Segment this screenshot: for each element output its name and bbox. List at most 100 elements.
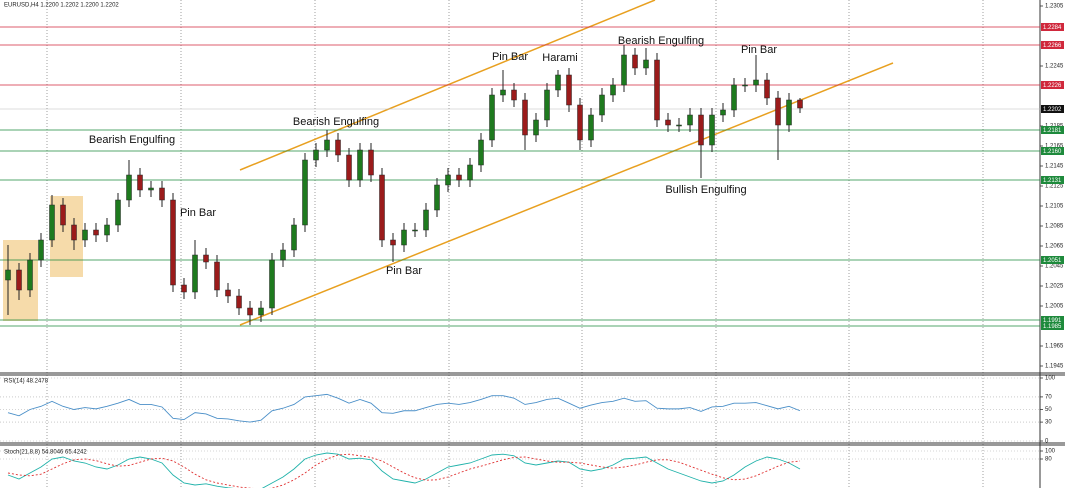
candle-body bbox=[126, 174, 132, 201]
pattern-label: Harami bbox=[542, 52, 577, 64]
candle-body bbox=[324, 139, 330, 151]
candle-body bbox=[258, 307, 264, 316]
level-label: 1.2266 bbox=[1043, 43, 1062, 49]
candle-body bbox=[38, 239, 44, 261]
candle-body bbox=[291, 224, 297, 251]
candle-body bbox=[280, 249, 286, 261]
y-tick-label: 1.2005 bbox=[1045, 304, 1064, 310]
candle-body bbox=[203, 254, 209, 263]
candle-body bbox=[49, 204, 55, 241]
candle-body bbox=[104, 224, 110, 236]
candle-body bbox=[27, 259, 33, 291]
candle-body bbox=[621, 54, 627, 86]
y-tick-label: 0 bbox=[1045, 439, 1049, 445]
candle-body bbox=[676, 124, 682, 127]
indicator-line bbox=[7, 453, 801, 488]
highlight-zone bbox=[50, 196, 83, 277]
candle-body bbox=[533, 119, 539, 136]
candle-body bbox=[709, 114, 715, 146]
y-tick-label: 1.2165 bbox=[1045, 144, 1064, 150]
candle-body bbox=[500, 89, 506, 96]
y-tick-label: 100 bbox=[1045, 449, 1056, 455]
candle-body bbox=[632, 54, 638, 69]
level-label: 1.2226 bbox=[1043, 83, 1062, 89]
candle-body bbox=[346, 154, 352, 181]
level-label-box bbox=[1041, 316, 1064, 324]
pattern-label: Pin Bar bbox=[180, 207, 216, 219]
candle-body bbox=[643, 59, 649, 69]
y-tick-label: 1.2085 bbox=[1045, 224, 1064, 230]
candle-body bbox=[555, 74, 561, 91]
candle-body bbox=[654, 59, 660, 121]
panel-title: EURUSD,H4 1.2200 1.2202 1.2200 1.2202 bbox=[4, 3, 119, 9]
candle-body bbox=[181, 284, 187, 293]
candle-body bbox=[720, 109, 726, 116]
candle-body bbox=[786, 99, 792, 126]
level-label: 1.1985 bbox=[1043, 324, 1062, 330]
y-tick-label: 1.2125 bbox=[1045, 184, 1064, 190]
level-label: 1.2160 bbox=[1043, 149, 1062, 155]
candle-body bbox=[313, 149, 319, 161]
candle-body bbox=[577, 104, 583, 141]
candle-body bbox=[82, 229, 88, 241]
y-tick-label: 100 bbox=[1045, 376, 1056, 382]
candle-body bbox=[566, 74, 572, 106]
candle-body bbox=[467, 164, 473, 181]
candle-body bbox=[390, 239, 396, 246]
y-tick-label: 80 bbox=[1045, 457, 1052, 463]
candle-body bbox=[423, 209, 429, 231]
indicator-line bbox=[7, 393, 801, 423]
candle-body bbox=[478, 139, 484, 166]
y-tick-label: 1.2025 bbox=[1045, 284, 1064, 290]
candle-body bbox=[93, 229, 99, 236]
candle-body bbox=[71, 224, 77, 241]
candle-body bbox=[225, 289, 231, 297]
panel-title: Stoch(21,8,8) 54.8046 65.4242 bbox=[4, 450, 87, 456]
pattern-label: Pin Bar bbox=[741, 44, 777, 56]
pattern-label: Bearish Engulfing bbox=[293, 116, 379, 128]
pattern-label: Bearish Engulfing bbox=[89, 134, 175, 146]
candle-body bbox=[236, 295, 242, 309]
y-tick-label: 1.1945 bbox=[1045, 364, 1064, 370]
candle-body bbox=[357, 149, 363, 181]
y-tick-label: 1.2045 bbox=[1045, 264, 1064, 270]
candle-body bbox=[335, 139, 341, 156]
y-tick-label: 1.1965 bbox=[1045, 344, 1064, 350]
candle-body bbox=[544, 89, 550, 121]
candle-body bbox=[412, 229, 418, 232]
pattern-label: Pin Bar bbox=[386, 265, 422, 277]
level-label-box bbox=[1041, 256, 1064, 264]
candle-body bbox=[434, 184, 440, 211]
candle-body bbox=[16, 269, 22, 291]
candle-body bbox=[159, 187, 165, 201]
candle-body bbox=[665, 119, 671, 126]
y-tick-label: 70 bbox=[1045, 394, 1052, 400]
level-label-box bbox=[1041, 23, 1064, 31]
y-tick-label: 1.2245 bbox=[1045, 64, 1064, 70]
candle-body bbox=[610, 84, 616, 96]
y-tick-label: 1.2305 bbox=[1045, 4, 1064, 10]
level-label-box bbox=[1041, 322, 1064, 330]
pattern-label: Bearish Engulfing bbox=[618, 35, 704, 47]
pattern-label: Pin Bar bbox=[492, 51, 528, 63]
candle-body bbox=[489, 94, 495, 141]
candle-body bbox=[192, 254, 198, 293]
level-label: 1.1991 bbox=[1043, 318, 1062, 324]
y-tick-label: 30 bbox=[1045, 420, 1052, 426]
y-tick-label: 1.2145 bbox=[1045, 164, 1064, 170]
candle-body bbox=[764, 79, 770, 99]
channel-lower bbox=[239, 62, 894, 326]
candle-body bbox=[214, 261, 220, 291]
candle-body bbox=[302, 159, 308, 226]
candle-body bbox=[742, 84, 748, 87]
candle-body bbox=[599, 94, 605, 116]
candle-body bbox=[401, 229, 407, 246]
candle-body bbox=[5, 269, 11, 281]
level-label: 1.2051 bbox=[1043, 258, 1062, 264]
candle-body bbox=[368, 149, 374, 176]
candle-body bbox=[137, 174, 143, 191]
level-label: 1.2131 bbox=[1043, 178, 1062, 184]
